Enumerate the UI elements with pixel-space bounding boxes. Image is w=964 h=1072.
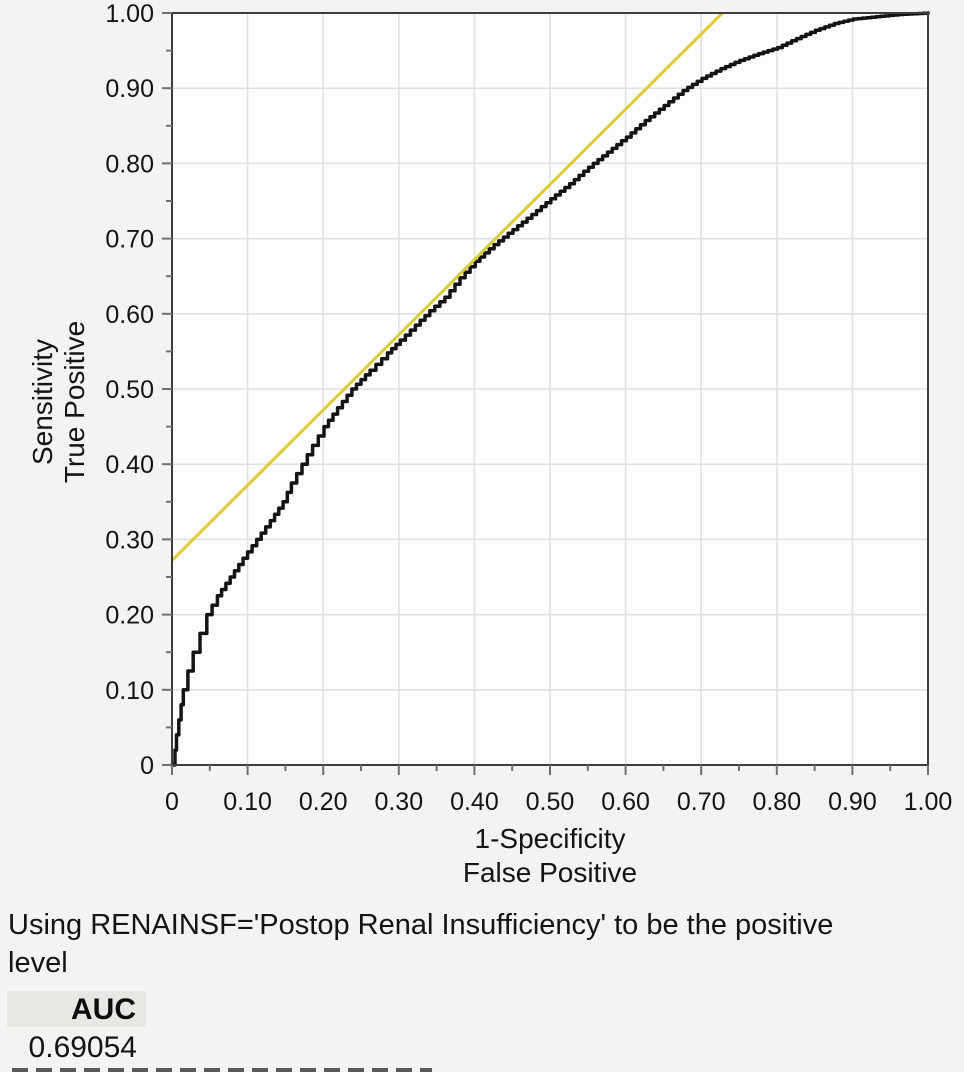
x-axis-subtitle: False Positive — [463, 857, 637, 888]
y-tick-label: 0.40 — [105, 451, 154, 479]
y-tick-label: 0.20 — [105, 602, 154, 630]
x-tick-label: 0.30 — [374, 788, 423, 816]
x-tick-label: 0.60 — [601, 788, 650, 816]
gridlines — [172, 13, 928, 765]
axis-ticks — [162, 12, 929, 775]
y-axis-title: Sensitivity — [27, 339, 58, 465]
y-tick-label: 0.70 — [105, 226, 154, 254]
y-tick-label: 1.00 — [105, 0, 154, 28]
x-tick-label: 0 — [165, 788, 179, 816]
x-tick-label: 0.80 — [752, 788, 801, 816]
y-tick-label: 0.50 — [105, 376, 154, 404]
x-tick-label: 0.20 — [299, 788, 348, 816]
x-tick-label: 0.10 — [223, 788, 272, 816]
tick-labels: 00 0.10 0.10 0.20 0.20 0.30 0.30 0.40 0.40 0.50 0.… — [105, 0, 952, 816]
x-tick-label: 0.40 — [450, 788, 499, 816]
x-tick-label: 0.90 — [828, 788, 877, 816]
roc-plot-svg: 00 0.10 0.10 0.20 0.20 0.30 0.30 0.40 0.40 0.50 0.… — [27, 0, 952, 888]
y-tick-label: 0.90 — [105, 75, 154, 103]
y-axis-subtitle: True Positive — [59, 321, 90, 483]
y-tick-label: 0.60 — [105, 301, 154, 329]
positive-level-caption: Using RENAINSF='Postop Renal Insufficien… — [8, 909, 834, 979]
y-tick-label: 0.10 — [105, 677, 154, 705]
y-tick-label: 0 — [140, 752, 154, 780]
x-tick-label: 0.70 — [677, 788, 726, 816]
auc-header-cell: AUC — [7, 991, 146, 1027]
x-tick-label: 0.50 — [526, 788, 575, 816]
y-tick-label: 0.30 — [105, 526, 154, 554]
y-tick-label: 0.80 — [105, 150, 154, 178]
x-tick-label: 1.00 — [904, 788, 953, 816]
roc-curve — [170, 11, 930, 767]
x-axis-title: 1-Specificity — [475, 823, 626, 854]
roc-chart: 0 0 0.10 0.10 0.20 0.20 0.30 0.30 0.40 0.40 0.50 0.… — [27, 0, 952, 888]
clipped-next-row — [12, 1068, 432, 1072]
reference-line — [170, 11, 724, 562]
auc-value-cell: 0.69054 — [28, 1031, 137, 1064]
